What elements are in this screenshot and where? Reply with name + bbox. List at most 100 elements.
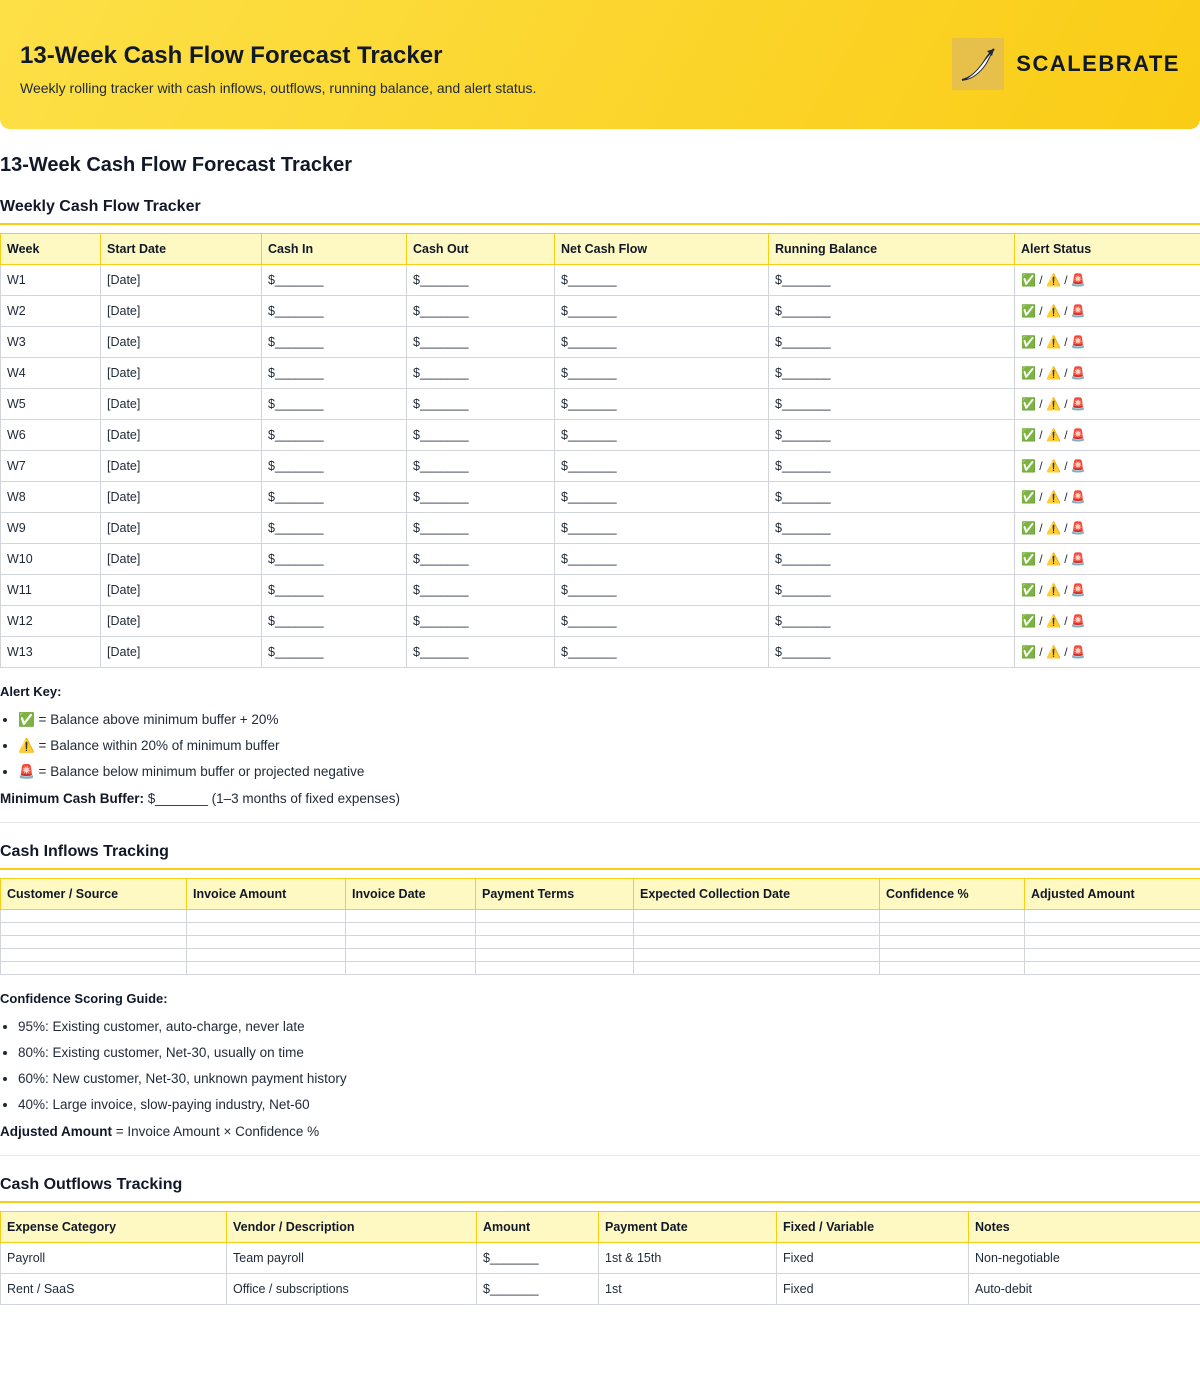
table-cell[interactable]: [Date] [100, 419, 262, 451]
table-cell[interactable] [879, 922, 1025, 936]
table-cell[interactable] [345, 948, 476, 962]
table-cell[interactable] [0, 909, 187, 923]
table-cell[interactable]: 1st [598, 1273, 777, 1305]
table-cell[interactable]: $_______ [406, 605, 555, 637]
table-cell[interactable]: $_______ [768, 574, 1015, 606]
table-cell[interactable]: $_______ [768, 605, 1015, 637]
table-cell[interactable]: [Date] [100, 357, 262, 389]
table-cell[interactable] [633, 922, 880, 936]
table-cell[interactable]: ✅ / ⚠️ / 🚨 [1014, 512, 1200, 544]
table-cell[interactable]: W5 [0, 388, 101, 420]
table-cell[interactable]: $_______ [554, 543, 769, 575]
table-cell[interactable] [1024, 935, 1200, 949]
table-cell[interactable] [633, 948, 880, 962]
table-cell[interactable] [879, 948, 1025, 962]
table-cell[interactable] [345, 909, 476, 923]
table-cell[interactable]: W2 [0, 295, 101, 327]
table-cell[interactable] [186, 935, 346, 949]
table-cell[interactable]: $_______ [768, 357, 1015, 389]
table-cell[interactable]: W9 [0, 512, 101, 544]
table-cell[interactable]: $_______ [768, 388, 1015, 420]
table-cell[interactable] [0, 948, 187, 962]
table-cell[interactable]: [Date] [100, 605, 262, 637]
table-cell[interactable]: ✅ / ⚠️ / 🚨 [1014, 543, 1200, 575]
table-cell[interactable]: ✅ / ⚠️ / 🚨 [1014, 574, 1200, 606]
table-cell[interactable]: $_______ [554, 357, 769, 389]
table-cell[interactable]: W11 [0, 574, 101, 606]
table-cell[interactable] [345, 922, 476, 936]
table-cell[interactable]: [Date] [100, 388, 262, 420]
table-cell[interactable]: Auto-debit [968, 1273, 1200, 1305]
table-cell[interactable]: $_______ [768, 543, 1015, 575]
table-cell[interactable]: ✅ / ⚠️ / 🚨 [1014, 326, 1200, 358]
table-cell[interactable] [475, 909, 634, 923]
table-cell[interactable] [345, 935, 476, 949]
table-cell[interactable]: $_______ [406, 450, 555, 482]
table-cell[interactable]: ✅ / ⚠️ / 🚨 [1014, 419, 1200, 451]
table-cell[interactable]: $_______ [768, 450, 1015, 482]
table-cell[interactable]: $_______ [406, 512, 555, 544]
table-cell[interactable]: $_______ [768, 419, 1015, 451]
table-cell[interactable]: $_______ [261, 450, 407, 482]
table-cell[interactable]: $_______ [261, 295, 407, 327]
table-cell[interactable]: W4 [0, 357, 101, 389]
table-cell[interactable]: W1 [0, 264, 101, 296]
table-cell[interactable]: $_______ [554, 605, 769, 637]
table-cell[interactable]: Fixed [776, 1242, 969, 1274]
table-cell[interactable] [186, 922, 346, 936]
table-cell[interactable]: Team payroll [226, 1242, 477, 1274]
table-cell[interactable]: [Date] [100, 543, 262, 575]
table-cell[interactable]: Fixed [776, 1273, 969, 1305]
table-cell[interactable]: $_______ [554, 419, 769, 451]
table-cell[interactable]: $_______ [406, 543, 555, 575]
table-cell[interactable]: [Date] [100, 264, 262, 296]
table-cell[interactable]: $_______ [261, 264, 407, 296]
table-cell[interactable]: $_______ [554, 326, 769, 358]
table-cell[interactable]: ✅ / ⚠️ / 🚨 [1014, 388, 1200, 420]
table-cell[interactable]: [Date] [100, 481, 262, 513]
table-cell[interactable] [1024, 909, 1200, 923]
table-cell[interactable] [345, 961, 476, 975]
table-cell[interactable] [633, 935, 880, 949]
table-cell[interactable]: $_______ [476, 1242, 599, 1274]
table-cell[interactable]: [Date] [100, 326, 262, 358]
table-cell[interactable] [475, 935, 634, 949]
table-cell[interactable]: ✅ / ⚠️ / 🚨 [1014, 636, 1200, 668]
table-cell[interactable]: $_______ [768, 512, 1015, 544]
brand[interactable]: SCALEBRATE [952, 38, 1180, 90]
table-cell[interactable]: $_______ [261, 419, 407, 451]
table-cell[interactable]: $_______ [554, 574, 769, 606]
table-cell[interactable]: W7 [0, 450, 101, 482]
table-cell[interactable]: [Date] [100, 295, 262, 327]
table-cell[interactable]: $_______ [768, 326, 1015, 358]
table-cell[interactable] [1024, 922, 1200, 936]
table-cell[interactable]: $_______ [768, 264, 1015, 296]
table-cell[interactable]: $_______ [261, 512, 407, 544]
table-cell[interactable]: $_______ [476, 1273, 599, 1305]
table-cell[interactable] [879, 935, 1025, 949]
table-cell[interactable]: Office / subscriptions [226, 1273, 477, 1305]
table-cell[interactable]: W12 [0, 605, 101, 637]
table-cell[interactable] [0, 935, 187, 949]
table-cell[interactable]: [Date] [100, 636, 262, 668]
table-cell[interactable]: $_______ [261, 357, 407, 389]
table-cell[interactable]: $_______ [554, 264, 769, 296]
table-cell[interactable]: $_______ [554, 636, 769, 668]
table-cell[interactable] [475, 961, 634, 975]
table-cell[interactable]: $_______ [554, 295, 769, 327]
table-cell[interactable]: ✅ / ⚠️ / 🚨 [1014, 264, 1200, 296]
table-cell[interactable]: $_______ [554, 450, 769, 482]
table-cell[interactable] [633, 909, 880, 923]
table-cell[interactable]: $_______ [261, 636, 407, 668]
table-cell[interactable]: ✅ / ⚠️ / 🚨 [1014, 357, 1200, 389]
table-cell[interactable]: $_______ [261, 605, 407, 637]
table-cell[interactable]: $_______ [261, 388, 407, 420]
table-cell[interactable]: $_______ [554, 481, 769, 513]
table-cell[interactable]: $_______ [261, 326, 407, 358]
table-cell[interactable]: ✅ / ⚠️ / 🚨 [1014, 481, 1200, 513]
table-cell[interactable] [633, 961, 880, 975]
table-cell[interactable]: ✅ / ⚠️ / 🚨 [1014, 605, 1200, 637]
table-cell[interactable] [186, 961, 346, 975]
table-cell[interactable]: $_______ [768, 481, 1015, 513]
table-cell[interactable]: W6 [0, 419, 101, 451]
